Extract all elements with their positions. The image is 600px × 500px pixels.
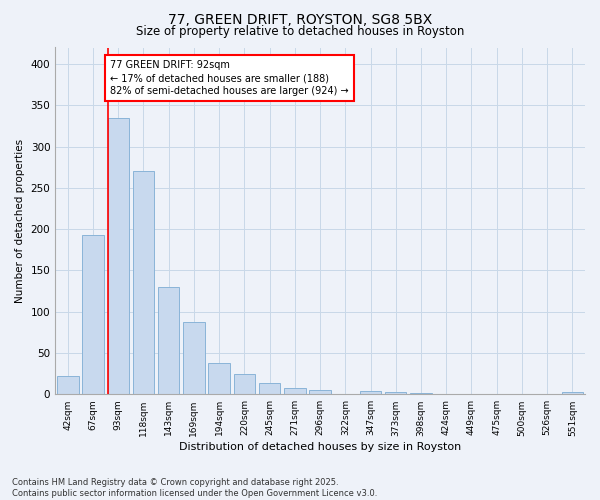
Bar (133, 172, 154, 394)
X-axis label: Distribution of detached houses by size in Royston: Distribution of detached houses by size … (179, 442, 461, 452)
Bar (158, 287, 179, 395)
Bar (107, 118, 129, 394)
Bar (183, 322, 205, 394)
Bar (259, 383, 280, 394)
Bar (208, 363, 230, 394)
Bar (385, 392, 406, 394)
Bar (310, 390, 331, 394)
Bar (82, 235, 104, 394)
Text: Contains HM Land Registry data © Crown copyright and database right 2025.
Contai: Contains HM Land Registry data © Crown c… (12, 478, 377, 498)
Text: Size of property relative to detached houses in Royston: Size of property relative to detached ho… (136, 25, 464, 38)
Text: 77 GREEN DRIFT: 92sqm
← 17% of detached houses are smaller (188)
82% of semi-det: 77 GREEN DRIFT: 92sqm ← 17% of detached … (110, 60, 349, 96)
Text: 77, GREEN DRIFT, ROYSTON, SG8 5BX: 77, GREEN DRIFT, ROYSTON, SG8 5BX (168, 12, 432, 26)
Bar (233, 374, 255, 394)
Bar (57, 376, 79, 394)
Bar (562, 392, 583, 394)
Y-axis label: Number of detached properties: Number of detached properties (15, 139, 25, 303)
Bar (284, 388, 305, 394)
Bar (360, 391, 381, 394)
